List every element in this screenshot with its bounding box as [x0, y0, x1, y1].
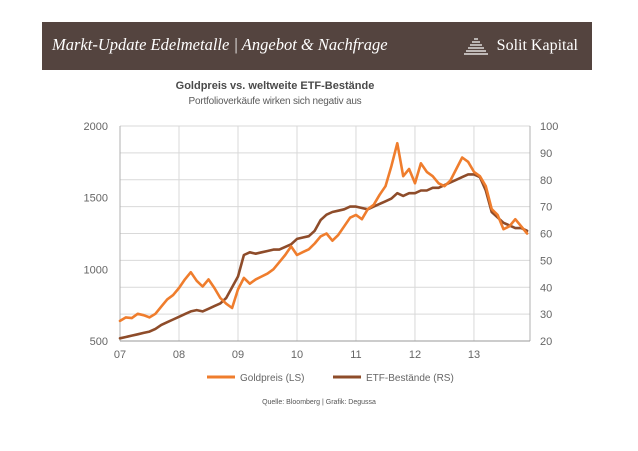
x-tick-label: 09 — [232, 349, 244, 361]
gold-price-line — [118, 141, 529, 323]
series-lines — [118, 141, 529, 340]
x-tick-label: 07 — [114, 349, 126, 361]
etf-holdings-line — [118, 173, 529, 340]
grid-lines — [120, 125, 530, 342]
chart-subtitle: Portfolioverkäufe wirken sich negativ au… — [188, 96, 362, 107]
pyramid-logo-icon — [463, 38, 488, 55]
y-right-tick-label: 90 — [540, 148, 552, 160]
y-right-tick-label: 20 — [540, 336, 552, 348]
page-title: Markt-Update Edelmetalle | Angebot & Nac… — [52, 35, 388, 54]
legend-etf-label: ETF-Bestände (RS) — [366, 373, 454, 384]
y-right-tick-label: 40 — [540, 282, 552, 294]
legend-gold-label: Goldpreis (LS) — [240, 373, 304, 384]
brand-logo: Solit Kapital — [461, 33, 578, 59]
y-left-tick-label: 500 — [90, 336, 108, 348]
y-right-tick-label: 50 — [540, 255, 552, 267]
y-right-tick-label: 80 — [540, 175, 552, 187]
y-left-tick-label: 1000 — [84, 264, 108, 276]
x-tick-label: 11 — [350, 349, 361, 361]
y-right-tick-label: 30 — [540, 309, 552, 321]
y-right-tick-label: 60 — [540, 229, 552, 241]
y-left-tick-label: 2000 — [84, 121, 108, 133]
x-tick-label: 10 — [291, 349, 303, 361]
legend: Goldpreis (LS) ETF-Bestände (RS) — [207, 373, 454, 384]
axes: 20 30 40 50 60 70 80 90 100 500 1000 1500 2000 07 08 09… — [84, 121, 559, 361]
chart-title: Goldpreis vs. weltweite ETF-Bestände — [175, 80, 375, 92]
brand-name: Solit Kapital — [496, 37, 578, 54]
header-banner: Markt-Update Edelmetalle | Angebot & Nac… — [42, 22, 592, 70]
y-left-tick-label: 1500 — [84, 193, 108, 205]
chart-source: Quelle: Bloomberg | Grafik: Degussa — [262, 399, 376, 406]
y-right-tick-label: 70 — [540, 202, 552, 214]
x-tick-label: 12 — [409, 349, 421, 361]
y-right-tick-label: 100 — [540, 121, 558, 133]
x-tick-label: 13 — [468, 349, 480, 361]
x-tick-label: 08 — [173, 349, 185, 361]
